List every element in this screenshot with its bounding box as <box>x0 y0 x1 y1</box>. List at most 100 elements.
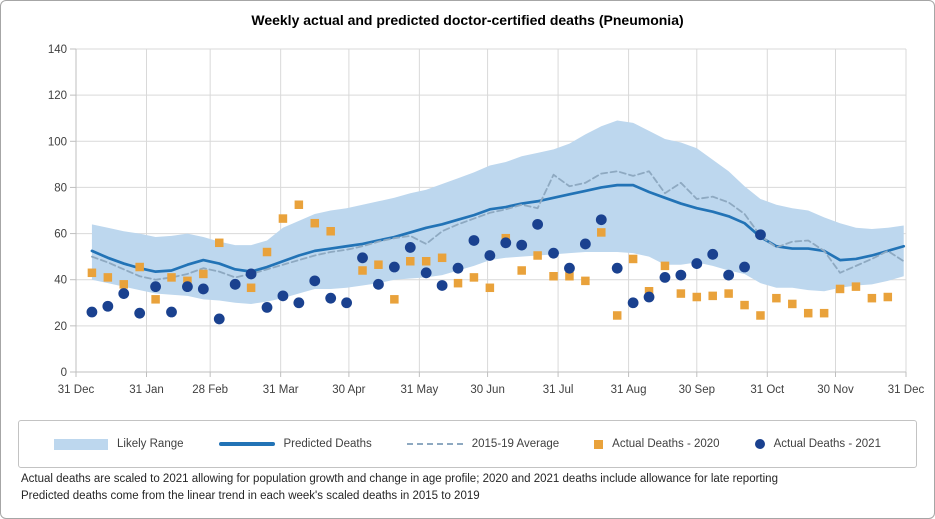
actual-2021-point <box>564 262 575 274</box>
actual-2021-point <box>166 306 177 318</box>
actual-2020-point <box>246 283 256 293</box>
actual-2020-point <box>421 257 431 266</box>
x-tick-label: 30 Nov <box>817 384 854 396</box>
x-tick-label: 31 Mar <box>263 384 299 396</box>
actual-2020-point <box>772 293 781 303</box>
actual-2020-point <box>644 287 654 296</box>
actual-2020-point <box>692 292 702 302</box>
actual-2020-point <box>294 200 304 209</box>
actual-2020-point <box>867 293 877 303</box>
actual-2020-point <box>803 308 813 318</box>
y-tick-label: 120 <box>48 90 67 102</box>
x-tick-label: 31 Oct <box>750 384 785 396</box>
predicted-line-swatch <box>218 442 275 446</box>
actual-2020-point <box>581 276 590 286</box>
actual-2020-point <box>437 253 447 263</box>
actual-2020-point <box>183 276 192 286</box>
actual-2021-point <box>293 297 305 309</box>
actual-2020-point <box>788 299 797 309</box>
actual-2021-point <box>309 275 321 287</box>
actual-2021-point <box>659 272 671 283</box>
actual-2020-point <box>167 273 176 282</box>
actual-2020-point <box>199 269 208 279</box>
legend-label: Actual Deaths - 2020 <box>612 438 720 450</box>
x-tick-label: 31 Jan <box>129 384 164 396</box>
actual-2020-point <box>628 254 638 264</box>
actual-2020-point <box>262 247 272 257</box>
actual-2020-point <box>724 289 733 298</box>
actual-2020-point <box>835 284 845 294</box>
actual-2021-point <box>341 297 353 309</box>
y-tick-label: 40 <box>54 275 67 287</box>
actual-2020-point <box>215 238 224 248</box>
likely-range-swatch <box>54 438 109 450</box>
average-dash-swatch <box>406 443 463 445</box>
actual-2021-point <box>197 283 209 295</box>
actual-2021-point <box>452 262 464 274</box>
y-tick-label: 100 <box>48 136 67 148</box>
actual-2020-point <box>374 260 383 269</box>
actual-2020-point <box>549 272 558 281</box>
actual-2020-point <box>517 266 526 275</box>
legend-label: Likely Range <box>117 438 184 450</box>
actual-2021-point <box>516 239 528 251</box>
actual-2020-point <box>310 218 320 228</box>
actual-2020-point <box>597 228 606 237</box>
y-tick-label: 0 <box>61 367 67 379</box>
actual-2021-point <box>373 278 384 290</box>
footnote-line-2: Predicted deaths come from the linear tr… <box>21 490 480 502</box>
actual-2020-point <box>708 291 717 301</box>
x-tick-label: 31 Aug <box>611 384 647 396</box>
actual-2021-point <box>118 288 130 299</box>
legend-label: Predicted Deaths <box>283 438 372 450</box>
legend-label: 2015-19 Average <box>471 438 560 450</box>
x-tick-label: 30 Apr <box>332 384 365 396</box>
actual-2020-marker-swatch <box>594 439 604 449</box>
actual-2020-point <box>565 272 574 281</box>
actual-2021-point <box>150 281 161 293</box>
y-tick-label: 60 <box>54 229 67 241</box>
actual-2021-point <box>484 250 496 261</box>
actual-2021-point <box>261 302 273 313</box>
actual-2021-point <box>420 267 432 279</box>
actual-2020-point <box>326 227 335 236</box>
actual-2021-point <box>213 313 225 325</box>
x-tick-label: 31 Dec <box>888 384 925 396</box>
actual-2021-point <box>643 291 655 303</box>
chart-title: Weekly actual and predicted doctor-certi… <box>251 12 684 28</box>
actual-2020-point <box>676 289 686 298</box>
legend-item-2015-19-average: 2015-19 Average <box>406 438 560 450</box>
actual-2021-marker-swatch <box>754 439 765 449</box>
actual-2021-point <box>388 261 400 273</box>
actual-2021-point <box>245 268 257 280</box>
actual-2020-point <box>406 257 415 266</box>
x-tick-label: 31 Dec <box>58 384 95 396</box>
actual-2020-point <box>851 282 861 291</box>
actual-2020-point <box>883 292 893 302</box>
actual-2021-point <box>357 252 368 264</box>
actual-2020-point <box>612 311 622 320</box>
legend-item-likely-range: Likely Range <box>54 438 184 450</box>
actual-2020-point <box>87 268 97 278</box>
actual-2020-point <box>740 300 749 310</box>
actual-2021-point <box>548 247 559 259</box>
actual-2021-point <box>277 290 289 302</box>
actual-2020-point <box>756 311 765 320</box>
y-tick-label: 80 <box>54 182 67 194</box>
actual-2021-point <box>723 269 735 281</box>
actual-2020-point <box>119 280 129 289</box>
actual-2021-point <box>755 229 766 241</box>
actual-2020-point <box>660 261 670 271</box>
actual-2021-point <box>532 218 544 230</box>
actual-2021-point <box>134 307 146 319</box>
actual-2020-point <box>533 251 542 260</box>
plot-area: 0 20 40 60 80 100 120 140 31 Dec 31 Jan 28 Feb 31 M… <box>48 44 925 396</box>
x-tick-label: 31 May <box>401 384 439 396</box>
legend-item-actual-2021: Actual Deaths - 2021 <box>754 438 881 450</box>
actual-2021-point <box>404 242 416 253</box>
actual-2021-point <box>691 258 703 269</box>
legend-label: Actual Deaths - 2021 <box>773 438 881 450</box>
actual-2020-point <box>278 214 288 223</box>
likely-range-band <box>91 120 904 304</box>
footnote-line-1: Actual deaths are scaled to 2021 allowin… <box>21 473 778 485</box>
